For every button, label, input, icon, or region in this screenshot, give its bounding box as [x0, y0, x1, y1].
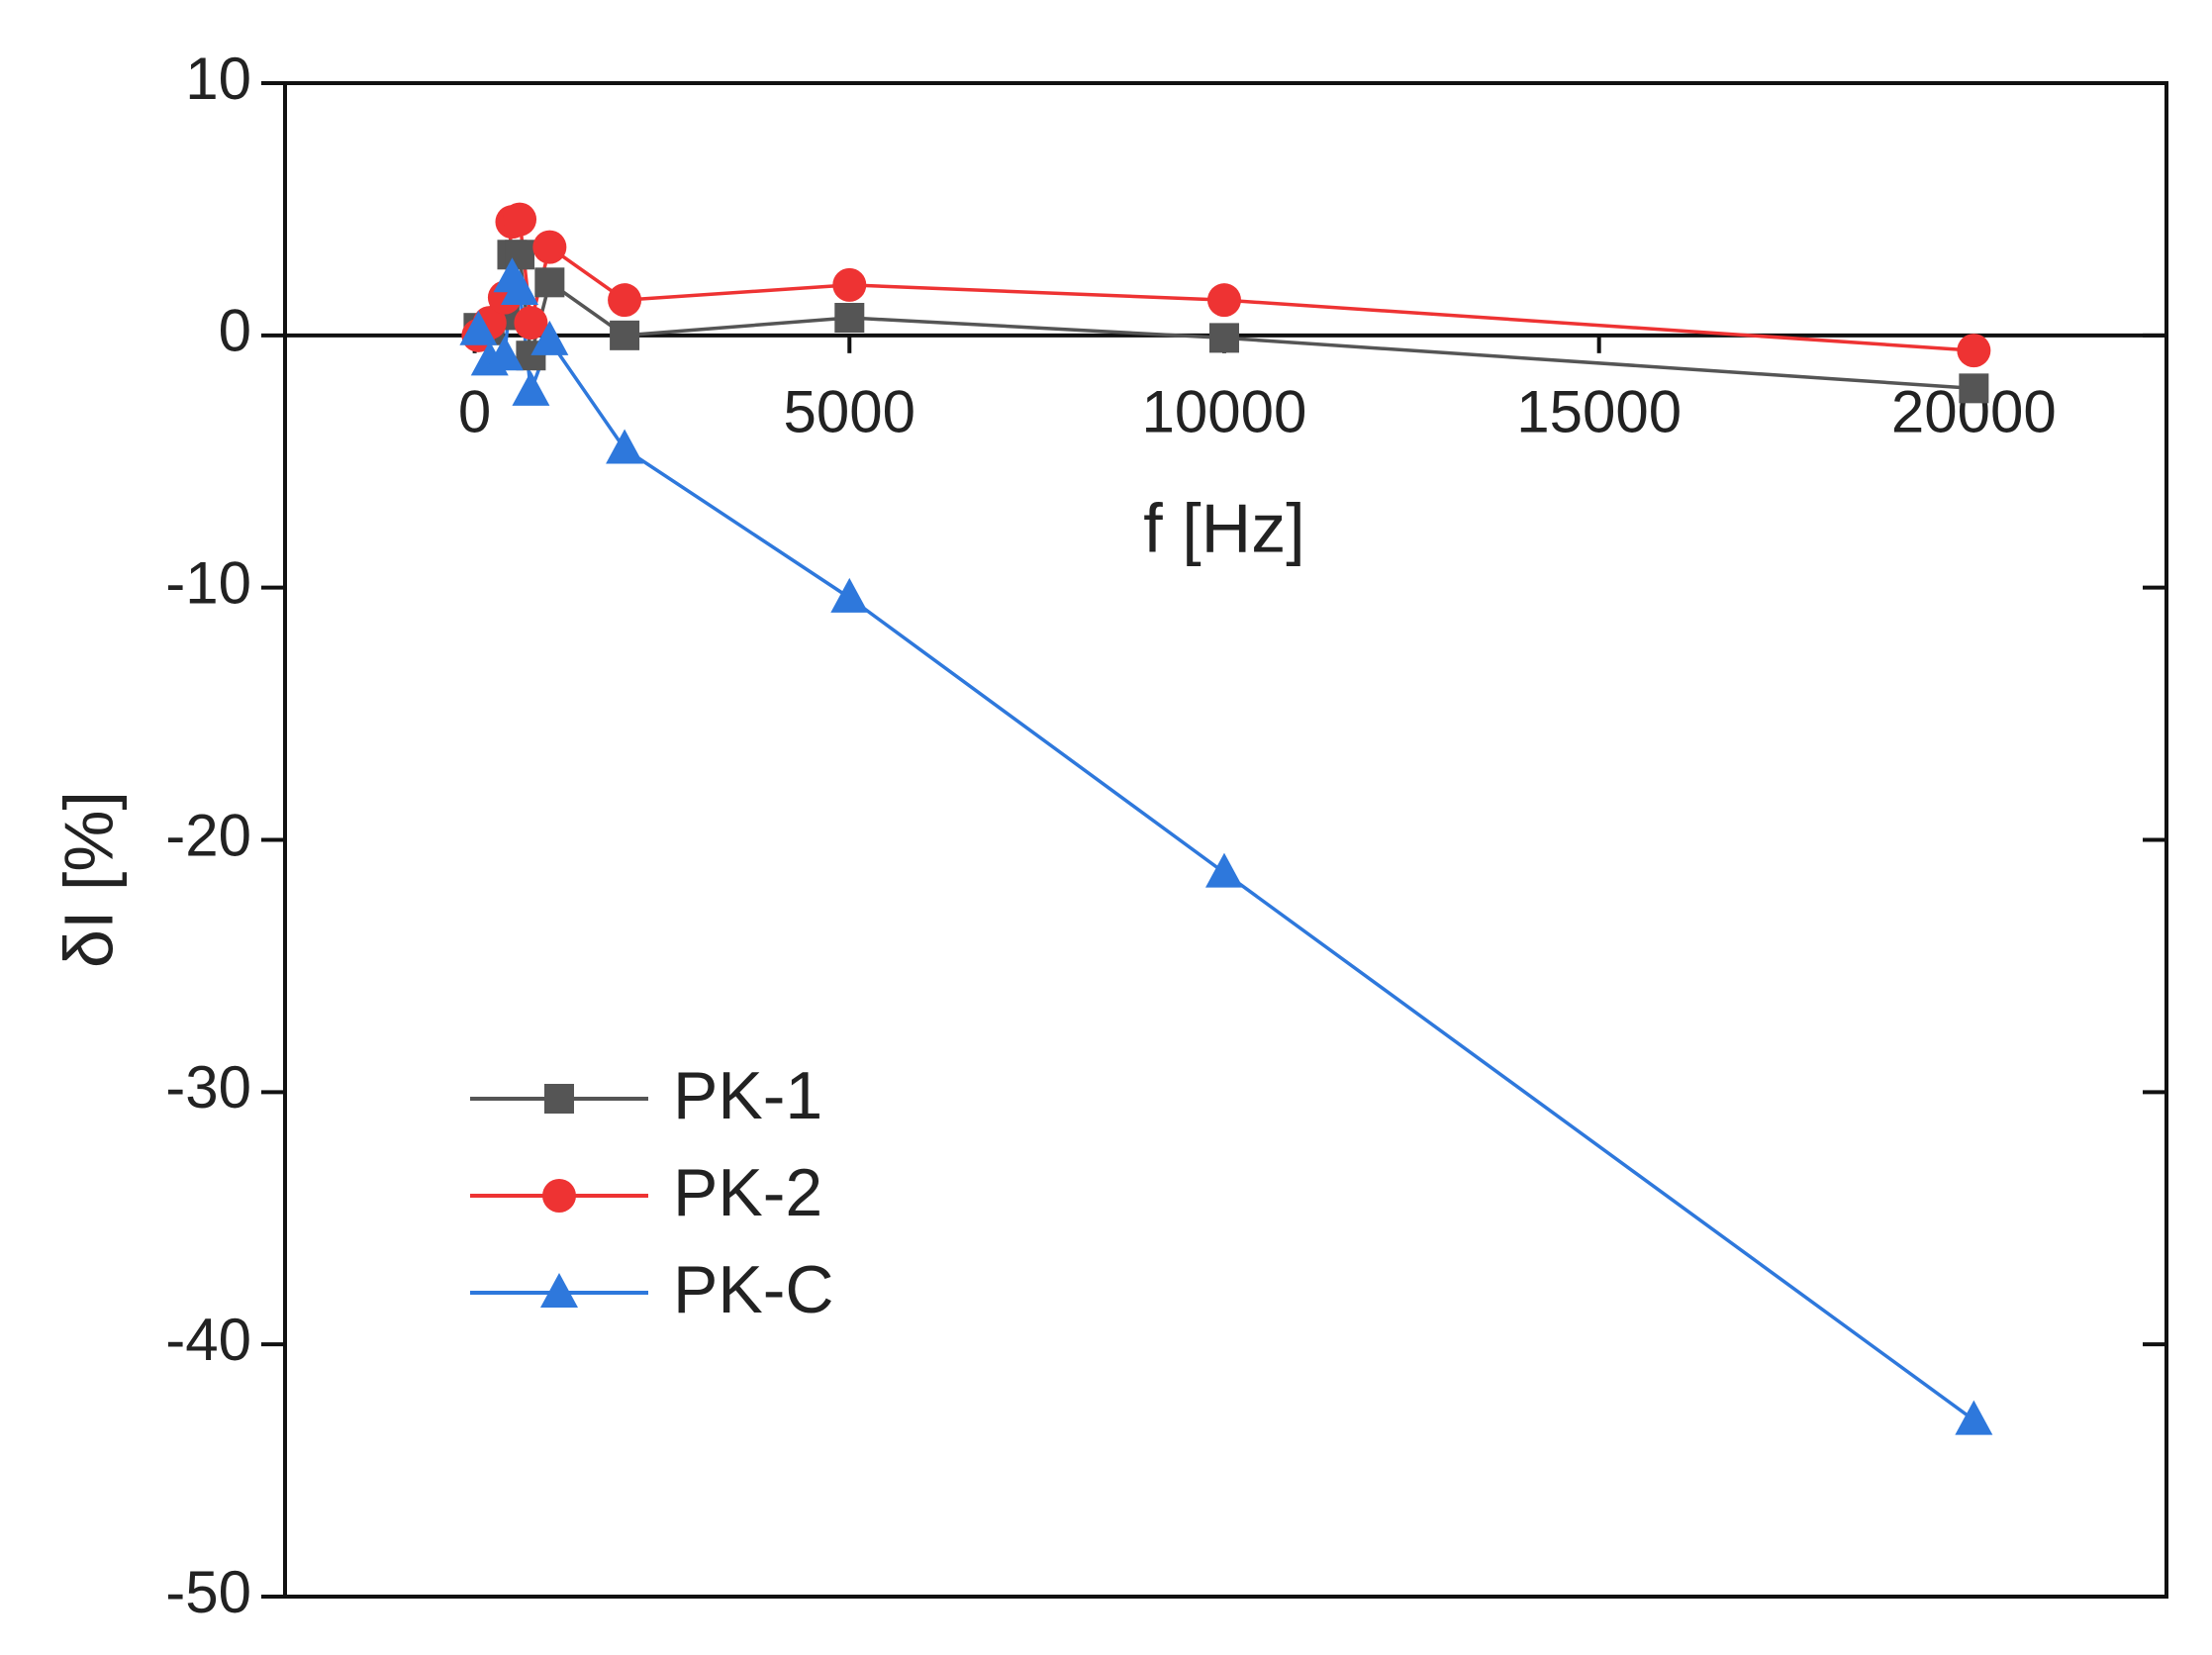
x-axis-label: f [Hz] [1143, 489, 1304, 566]
data-point [514, 306, 548, 341]
y-tick-label: 0 [219, 298, 251, 364]
data-point [830, 577, 869, 613]
x-tick-label: 15000 [1516, 379, 1682, 445]
data-point [501, 269, 539, 305]
legend-marker [540, 1273, 578, 1308]
x-tick-label: 0 [458, 379, 491, 445]
x-tick-label: 10000 [1142, 379, 1307, 445]
y-axis-label: δI [%] [49, 791, 127, 968]
legend-marker [542, 1179, 576, 1213]
legend-label: PK-C [673, 1252, 833, 1327]
data-point [459, 310, 498, 345]
data-point [1957, 334, 1991, 368]
data-point [608, 283, 642, 318]
y-tick-label: -40 [165, 1307, 251, 1373]
data-point [530, 320, 569, 355]
data-point [532, 230, 567, 264]
y-tick-label: -30 [165, 1054, 251, 1120]
data-point [534, 267, 565, 298]
data-point [610, 320, 640, 350]
data-point [512, 370, 550, 406]
data-point [1208, 323, 1239, 353]
data-point [1204, 852, 1243, 888]
legend-label: PK-1 [673, 1058, 822, 1133]
series-line [478, 252, 1974, 391]
data-point [606, 429, 644, 464]
legend-label: PK-2 [673, 1155, 822, 1230]
y-tick-label: -50 [165, 1559, 251, 1625]
data-point [485, 336, 524, 371]
series-line [476, 271, 1975, 1422]
data-point [834, 302, 865, 333]
data-point [1959, 373, 1989, 404]
data-point [1955, 1400, 1993, 1435]
x-tick-label: 5000 [784, 379, 915, 445]
legend-marker [544, 1084, 574, 1114]
y-tick-label: -10 [165, 550, 251, 617]
y-tick-label: -20 [165, 802, 251, 868]
y-tick-label: 10 [185, 46, 251, 112]
data-point [1206, 283, 1241, 318]
data-point [503, 202, 537, 237]
data-point [832, 267, 867, 302]
